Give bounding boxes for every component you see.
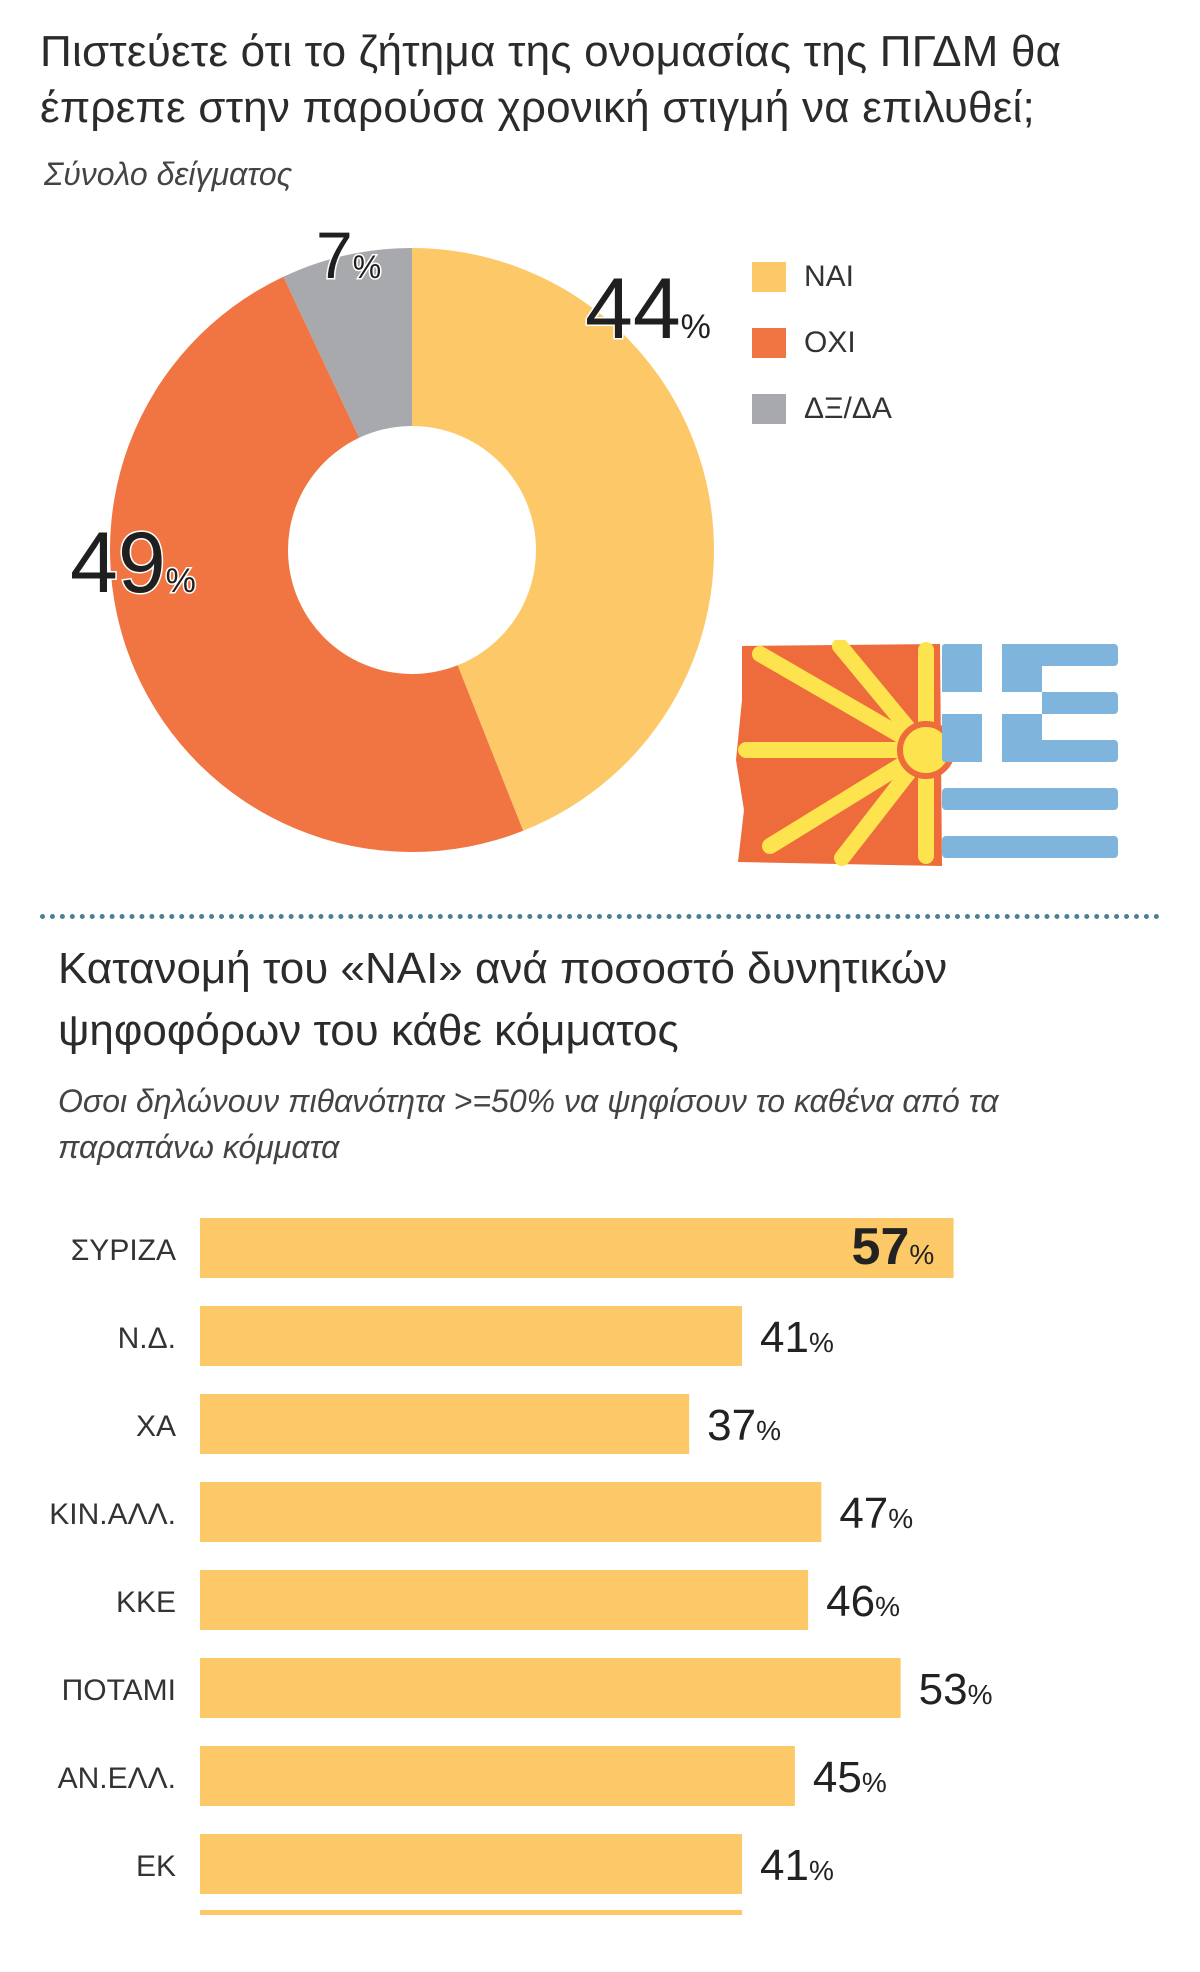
bar [200, 1482, 822, 1542]
bar-value-label: 57% [852, 1218, 935, 1276]
bar [200, 1746, 795, 1806]
bar-chart-subtitle: Οσοι δηλώνουν πιθανότητα >=50% να ψηφίσο… [58, 1083, 999, 1165]
slice-value: 7 [316, 220, 353, 292]
bar [200, 1570, 809, 1630]
bar-chart: ΣΥΡΙΖΑ 57% Ν.Δ. 41% ΧΑ 37% ΚΙΝ.ΑΛΛ. 47% ΚΚΕ 46% ΠΟ… [49, 1218, 993, 1915]
bar [200, 1658, 901, 1718]
bar-value: 45 [813, 1753, 862, 1802]
legend-item: ΔΞ/ΔΑ [752, 376, 892, 442]
bar [200, 1834, 743, 1894]
donut-slice [412, 248, 714, 831]
chart-subtitle: Σύνολο δείγματος [44, 156, 293, 192]
bar [200, 1306, 743, 1366]
bar-value: 41 [760, 1313, 809, 1362]
bar-value: 37 [707, 1401, 756, 1450]
slice-unit: % [681, 308, 711, 346]
bar-chart-title: Κατανομή του «ΝΑΙ» ανά ποσοστό δυνητικών… [58, 944, 948, 1055]
legend-label: ΝΑΙ [804, 260, 855, 293]
bar-value-label: 41% [760, 1841, 834, 1890]
bar-unit: % [809, 1327, 834, 1358]
bar [200, 1394, 690, 1454]
bar-unit: % [968, 1679, 993, 1710]
slice-unit: % [353, 249, 381, 285]
slice-unit: % [166, 562, 196, 600]
section-divider [40, 914, 1160, 919]
slice-value: 44 [585, 261, 681, 357]
legend-swatch [752, 328, 786, 358]
legend-label: ΔΞ/ΔΑ [804, 392, 892, 425]
bar-value-label: 53% [919, 1665, 993, 1714]
donut-slice [283, 248, 412, 438]
bar-value-label: 45% [813, 1753, 887, 1802]
legend-swatch [752, 394, 786, 424]
bar-value: 41 [760, 1841, 809, 1890]
bar-unit: % [756, 1415, 781, 1446]
bar-value-label: 37% [707, 1401, 781, 1450]
category-label: ΚΚΕ [116, 1586, 176, 1619]
category-label: ΣΥΡΙΖΑ [71, 1234, 176, 1267]
bar-unit: % [875, 1591, 900, 1622]
legend: ΝΑΙ ΟΧΙ ΔΞ/ΔΑ [752, 244, 892, 442]
category-label: ΧΑ [136, 1410, 176, 1443]
baseline-rule [200, 1910, 743, 1915]
bar-value: 53 [919, 1665, 968, 1714]
category-label: ΕΚ [136, 1850, 176, 1883]
legend-item: ΟΧΙ [752, 310, 892, 376]
category-label: ΚΙΝ.ΑΛΛ. [49, 1498, 176, 1531]
slice-value: 49 [70, 515, 166, 611]
slice-value-label: 44% [585, 261, 711, 357]
bar-unit: % [809, 1855, 834, 1886]
legend-item: ΝΑΙ [752, 244, 892, 310]
bar-unit: % [888, 1503, 913, 1534]
bar-unit: % [862, 1767, 887, 1798]
category-label: Ν.Δ. [118, 1322, 176, 1355]
donut-chart: 44%49%7% [69, 220, 714, 853]
greek-flag [942, 644, 1118, 858]
bar [200, 1218, 954, 1278]
category-label: ΠΟΤΑΜΙ [62, 1674, 176, 1707]
bar-value: 46 [826, 1577, 875, 1626]
bar-value-label: 46% [826, 1577, 900, 1626]
slice-value-label: 7% [316, 220, 381, 292]
bar-value-label: 41% [760, 1313, 834, 1362]
category-label: ΑΝ.ΕΛΛ. [58, 1762, 176, 1795]
slice-value-label: 49% [70, 515, 196, 611]
bar-value: 47 [839, 1489, 888, 1538]
legend-label: ΟΧΙ [804, 326, 856, 359]
legend-swatch [752, 262, 786, 292]
flags-illustration [736, 640, 1118, 866]
bar-value-label: 47% [839, 1489, 913, 1538]
bar-unit: % [909, 1239, 934, 1270]
chart-title: Πιστεύετε ότι το ζήτημα της ονομασίας τη… [40, 27, 1062, 132]
bar-value: 57 [852, 1218, 910, 1276]
donut-slice [109, 276, 524, 853]
